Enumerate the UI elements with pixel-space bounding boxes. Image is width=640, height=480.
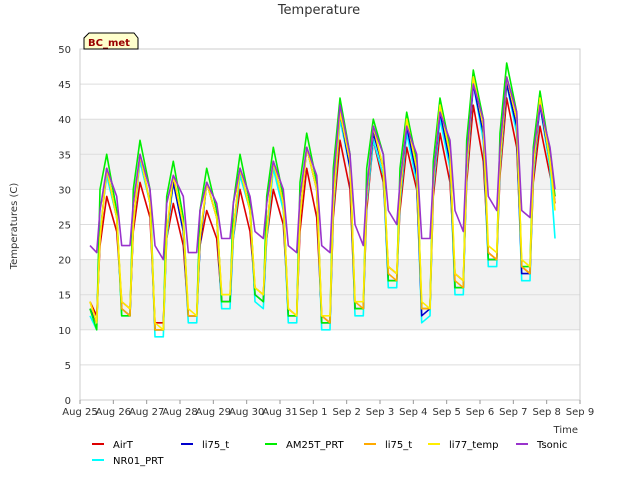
y-tick-label: 35 xyxy=(58,150,71,161)
y-tick-label: 0 xyxy=(65,396,71,407)
y-tick-label: 45 xyxy=(58,80,71,91)
y-tick-label: 25 xyxy=(58,221,71,232)
x-axis-title: Time xyxy=(553,425,578,436)
y-tick-label: 5 xyxy=(65,361,71,372)
x-tick-label: Sep 9 xyxy=(566,407,594,418)
background-band xyxy=(80,49,580,85)
y-tick-label: 40 xyxy=(58,115,71,126)
x-tick-label: Sep 6 xyxy=(466,407,494,418)
chart-title: Temperature xyxy=(277,3,360,18)
x-tick-label: Aug 25 xyxy=(62,407,97,418)
background-band xyxy=(80,119,580,155)
y-tick-label: 15 xyxy=(58,291,71,302)
legend-label: li75_t xyxy=(385,440,412,451)
x-tick-label: Sep 5 xyxy=(432,407,460,418)
x-tick-label: Sep 7 xyxy=(499,407,527,418)
y-tick-label: 20 xyxy=(58,256,71,267)
y-tick-label: 50 xyxy=(58,45,71,56)
series-lines xyxy=(89,62,556,338)
legend-label: li77_temp xyxy=(449,440,498,451)
background-band xyxy=(80,84,580,120)
legend-label: AirT xyxy=(113,440,134,451)
x-tick-label: Aug 26 xyxy=(96,407,131,418)
legend-label: AM25T_PRT xyxy=(286,440,345,451)
x-tick-label: Sep 1 xyxy=(299,407,327,418)
x-tick-label: Sep 4 xyxy=(399,407,427,418)
background-band xyxy=(80,154,580,190)
legend-label: Tsonic xyxy=(536,440,567,451)
y-axis-title: Temperatures (C) xyxy=(9,183,20,271)
x-tick-label: Sep 3 xyxy=(366,407,394,418)
y-tick-label: 10 xyxy=(58,326,71,337)
site-badge: BC_met xyxy=(83,32,139,50)
y-axis-ticks: 0 5 10 15 20 25 30 35 40 45 50 xyxy=(58,45,71,407)
x-tick-label: Aug 30 xyxy=(229,407,264,418)
x-tick-label: Sep 2 xyxy=(332,407,360,418)
background-band xyxy=(80,189,580,225)
x-tick-label: Aug 29 xyxy=(196,407,231,418)
x-tick-label: Aug 27 xyxy=(129,407,164,418)
plot-frame xyxy=(79,48,581,401)
site-badge-label: BC_met xyxy=(88,38,130,49)
legend: AirT NR01_PRT li75_t AM25T_PRT li75_t li77_te… xyxy=(92,440,567,467)
background-band xyxy=(80,364,580,400)
x-tick-label: Aug 28 xyxy=(162,407,197,418)
x-tick-label: Aug 31 xyxy=(262,407,297,418)
legend-label: li75_t xyxy=(202,440,229,451)
y-tick-label: 30 xyxy=(58,185,71,196)
series-line-am25t_prt xyxy=(89,62,556,331)
legend-label: NR01_PRT xyxy=(113,456,164,467)
series-line-tsonic xyxy=(89,76,556,261)
x-tick-label: Sep 8 xyxy=(532,407,560,418)
